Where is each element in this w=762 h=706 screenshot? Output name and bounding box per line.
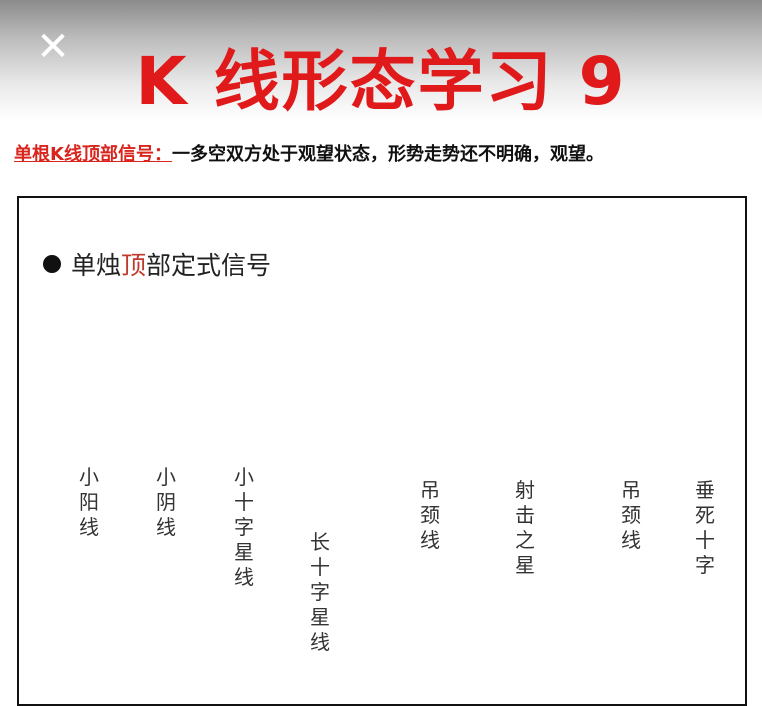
label-shooting-star: 射击之星 xyxy=(515,478,535,577)
close-icon[interactable]: ✕ xyxy=(36,24,70,70)
subtitle-line: 单根K线顶部信号：一多空双方处于观望状态，形势走势还不明确，观望。 xyxy=(14,140,754,166)
subtitle-description: 一多空双方处于观望状态，形势走势还不明确，观望。 xyxy=(171,144,604,165)
signal-panel: 单烛顶部定式信号 xyxy=(17,196,747,706)
label-hanging-man-2: 吊颈线 xyxy=(621,478,641,552)
header-banner: ✕ K 线形态学习 9 xyxy=(0,0,762,120)
panel-heading: 单烛顶部定式信号 xyxy=(43,246,271,282)
label-small-bearish: 小阴线 xyxy=(156,465,176,539)
heading-accent: 顶 xyxy=(121,251,147,280)
heading-prefix: 单烛 xyxy=(71,251,122,280)
label-dying-doji: 垂死十字 xyxy=(695,478,715,577)
page-title: K 线形态学习 9 xyxy=(135,43,627,120)
label-small-bullish: 小阳线 xyxy=(79,465,99,539)
label-small-doji: 小十字星线 xyxy=(234,465,254,589)
heading-suffix: 部定式信号 xyxy=(146,251,272,280)
bullet-icon xyxy=(43,255,61,273)
label-hanging-man: 吊颈线 xyxy=(420,478,440,552)
label-long-doji: 长十字星线 xyxy=(310,530,330,654)
subtitle-label: 单根K线顶部信号： xyxy=(14,144,172,165)
